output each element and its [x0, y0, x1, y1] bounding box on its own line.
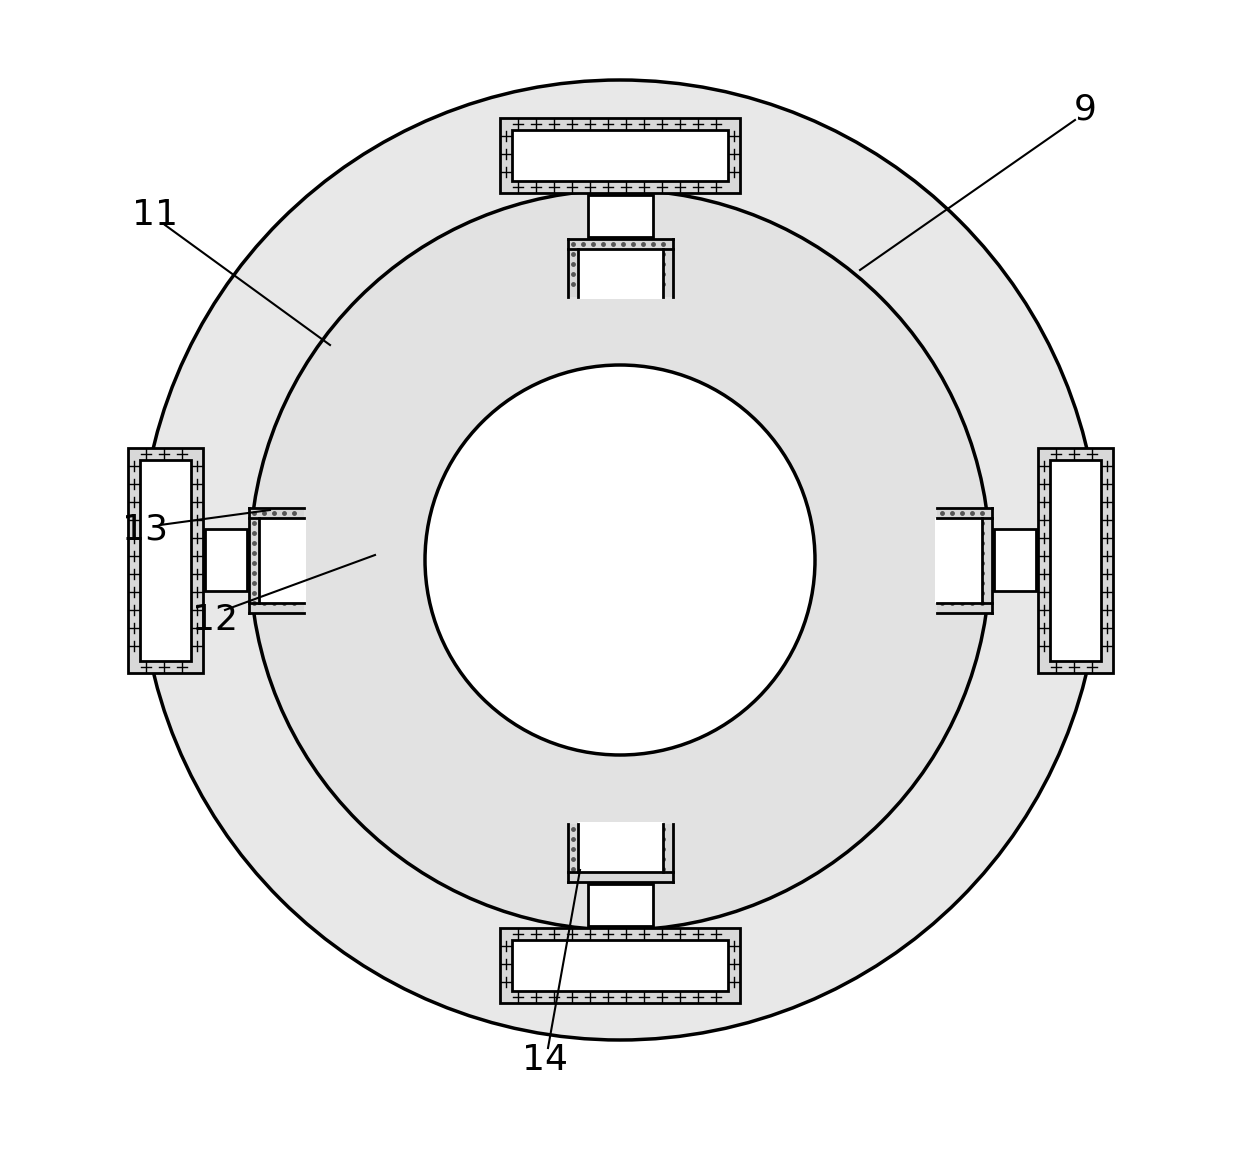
Bar: [937, 508, 992, 613]
Bar: [588, 884, 653, 926]
Bar: [140, 460, 191, 661]
Text: 9: 9: [1074, 93, 1096, 127]
Bar: [1038, 449, 1114, 673]
Bar: [500, 118, 740, 193]
Bar: [578, 822, 663, 872]
Bar: [578, 249, 663, 299]
Text: 11: 11: [131, 198, 179, 232]
Bar: [568, 239, 673, 297]
Circle shape: [425, 366, 815, 755]
Bar: [249, 508, 304, 613]
Circle shape: [140, 80, 1100, 1040]
Bar: [1050, 460, 1101, 661]
Bar: [259, 518, 306, 603]
Bar: [128, 449, 203, 673]
Bar: [500, 928, 740, 1003]
Bar: [935, 518, 982, 603]
Bar: [205, 529, 247, 591]
Text: 13: 13: [122, 513, 167, 547]
Bar: [512, 940, 728, 990]
Bar: [588, 195, 653, 238]
Circle shape: [250, 190, 990, 930]
Text: 14: 14: [522, 1043, 568, 1077]
Bar: [994, 529, 1035, 591]
Text: 12: 12: [192, 603, 238, 636]
Bar: [512, 130, 728, 181]
Bar: [568, 824, 673, 882]
